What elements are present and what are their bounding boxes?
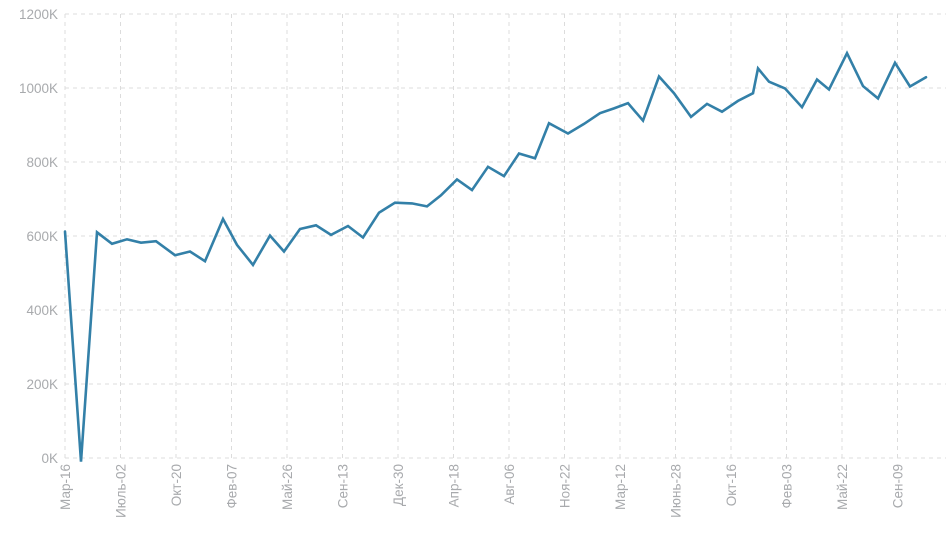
y-tick-label: 0K — [41, 451, 58, 466]
x-tick-label: Окт-20 — [169, 464, 184, 506]
x-tick-label: Июнь-28 — [669, 464, 684, 518]
x-tick-label: Фев-07 — [225, 464, 240, 508]
x-tick-label: Май-22 — [835, 464, 850, 510]
series-line — [63, 50, 928, 462]
x-tick-label: Ноя-22 — [558, 464, 573, 508]
vertical-gridlines — [64, 14, 898, 458]
x-tick-label: Апр-18 — [447, 464, 462, 507]
x-tick-label: Сен-13 — [336, 464, 351, 508]
y-tick-label: 1000K — [19, 81, 58, 96]
x-tick-label: Авг-06 — [502, 464, 517, 505]
series-group — [63, 50, 928, 462]
y-tick-label: 1200K — [19, 7, 58, 22]
x-tick-label: Мар-16 — [58, 464, 73, 510]
y-axis-tick-labels: 0K 200K 400K 600K 800K 1000K 1200K — [19, 7, 58, 466]
y-tick-label: 200K — [26, 377, 58, 392]
x-tick-label: Мар-12 — [613, 464, 628, 510]
y-tick-label: 800K — [26, 155, 58, 170]
x-tick-label: Июль-02 — [114, 464, 129, 518]
y-tick-label: 600K — [26, 229, 58, 244]
x-tick-label: Фев-03 — [780, 464, 795, 508]
x-tick-label: Май-26 — [280, 464, 295, 510]
x-tick-label: Дек-30 — [391, 464, 406, 506]
y-tick-label: 400K — [26, 303, 58, 318]
x-tick-label: Сен-09 — [891, 464, 906, 508]
x-tick-label: Окт-16 — [724, 464, 739, 506]
x-axis-tick-labels: Мар-16 Июль-02 Окт-20 Фев-07 Май-26 Сен-13 Дек… — [58, 464, 906, 518]
horizontal-gridlines — [65, 13, 946, 459]
